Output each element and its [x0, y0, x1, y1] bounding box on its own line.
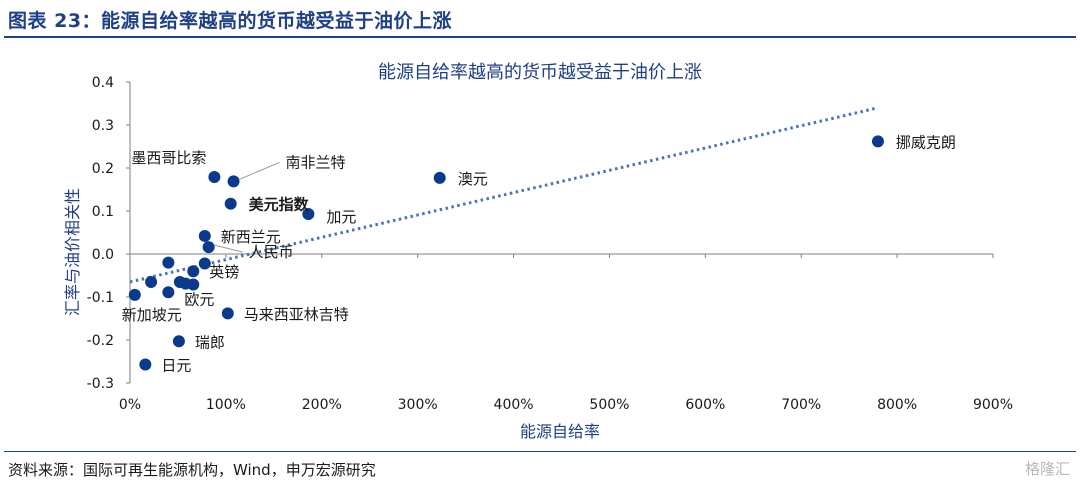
point-label: 欧元	[184, 290, 214, 308]
data-point	[145, 275, 158, 288]
data-point	[227, 175, 240, 188]
x-axis-label: 能源自给率	[520, 422, 600, 441]
data-point	[433, 171, 446, 184]
data-point	[208, 171, 221, 184]
point-label: 美元指数	[249, 196, 310, 214]
axes: -0.3 -0.2 -0.1 0.0 0.1 0.2 0.3 0.4 0% 100% 200% 300…	[87, 75, 1013, 413]
watermark: 格隆汇	[1024, 460, 1070, 478]
point-label: 挪威克朗	[896, 133, 956, 151]
x-tick-label: 900%	[973, 397, 1013, 413]
x-tick-label: 200%	[302, 397, 342, 413]
x-tick-label: 300%	[398, 397, 438, 413]
point-label: 新加坡元	[122, 306, 182, 324]
x-tick-label: 0%	[119, 397, 141, 413]
point-label: 新西兰元	[221, 228, 281, 246]
source-note: 资料来源：国际可再生能源机构，Wind，申万宏源研究	[8, 461, 376, 479]
x-tick-label: 800%	[877, 397, 917, 413]
data-point	[128, 288, 141, 301]
data-point	[162, 256, 175, 269]
trendline	[129, 106, 879, 284]
point-label: 加元	[326, 208, 356, 226]
data-points	[128, 135, 884, 371]
data-point	[198, 257, 211, 270]
data-point	[139, 358, 152, 371]
y-tick-label: -0.2	[87, 333, 114, 349]
point-label: 日元	[161, 357, 191, 375]
y-axis-label: 汇率与油价相关性	[63, 188, 82, 316]
data-point	[187, 278, 200, 291]
data-point	[198, 229, 211, 242]
point-label: 人民币	[249, 243, 294, 261]
y-tick-label: 0.1	[92, 204, 114, 220]
trendline-path	[129, 106, 879, 284]
data-point	[172, 335, 185, 348]
y-tick-label: -0.3	[87, 376, 114, 392]
y-tick-label: 0.4	[92, 75, 114, 91]
point-label: 马来西亚林吉特	[244, 305, 349, 323]
y-tick-label: 0.3	[92, 118, 114, 134]
data-point	[187, 265, 200, 278]
leader-line	[239, 161, 280, 180]
point-label: 墨西哥比索	[131, 149, 206, 167]
figure-title: 图表 23：能源自给率越高的货币越受益于油价上涨	[8, 10, 453, 32]
footer-rule	[4, 451, 1076, 452]
x-tick-label: 100%	[206, 397, 246, 413]
x-tick-label: 500%	[589, 397, 629, 413]
y-tick-label: -0.1	[87, 290, 114, 306]
data-point	[221, 307, 234, 320]
point-label: 瑞郎	[195, 333, 225, 351]
x-tick-label: 600%	[685, 397, 725, 413]
leader-line	[214, 244, 243, 253]
point-label: 英镑	[209, 263, 239, 281]
leader-lines	[214, 161, 280, 253]
point-label: 澳元	[458, 170, 488, 188]
x-tick-label: 400%	[494, 397, 534, 413]
data-point	[224, 197, 237, 210]
scatter-chart: 能源自给率越高的货币越受益于油价上涨 -0.3 -0.2 -0.1 0.0 0.1 0.2…	[63, 62, 1013, 441]
data-point	[871, 135, 884, 148]
y-tick-label: 0.0	[92, 247, 114, 263]
data-point	[162, 286, 175, 299]
y-tick-label: 0.2	[92, 161, 114, 177]
header-rule	[4, 36, 1076, 38]
chart-title: 能源自给率越高的货币越受益于油价上涨	[378, 62, 702, 83]
x-tick-label: 700%	[781, 397, 821, 413]
point-label: 南非兰特	[286, 153, 346, 171]
data-point	[202, 241, 215, 254]
data-point	[302, 208, 315, 221]
